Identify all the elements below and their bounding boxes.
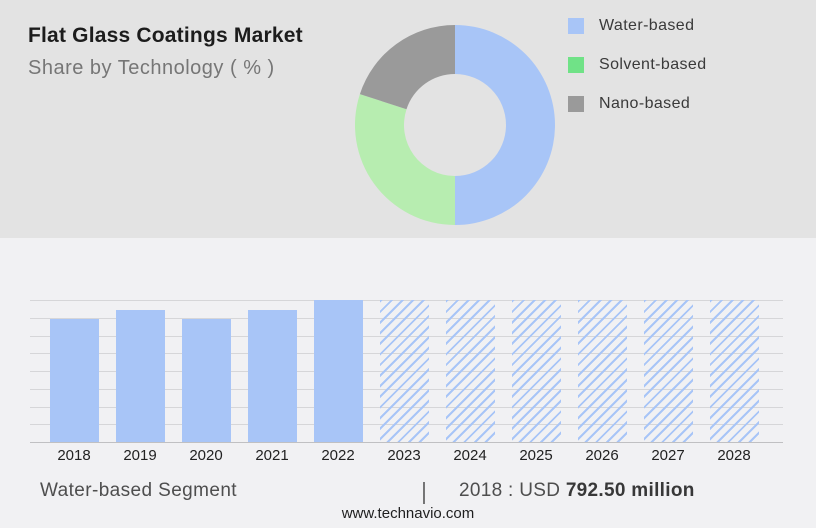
forecast-bar-2027 [643, 300, 693, 442]
bar-2022 [313, 300, 363, 442]
website-url: www.technavio.com [341, 505, 475, 522]
forecast-bar-2023 [379, 300, 429, 442]
segment-label: Water-based Segment [40, 480, 237, 501]
forecast-bar-2026 [577, 300, 627, 442]
bar-chart: 2018 2019 2020 2021 2022 2023 2024 2025 2026 2027… [30, 300, 783, 464]
bar-2019 [115, 309, 165, 442]
x-tick-2025: 2025 [519, 447, 553, 464]
x-tick-2018: 2018 [57, 447, 91, 464]
donut-chart [355, 25, 555, 225]
segment-value: 2018 : USD 792.50 million [459, 480, 695, 502]
x-tick-2020: 2020 [189, 447, 223, 464]
x-tick-2021: 2021 [255, 447, 289, 464]
legend-label: Water-based [599, 17, 695, 34]
x-tick-2028: 2028 [717, 447, 751, 464]
bar-2021 [247, 309, 297, 442]
segment-value-prefix: 2018 : USD [459, 480, 566, 501]
caption-row: Water-based Segment | 2018 : USD 792.50 … [0, 478, 816, 508]
x-axis-line [30, 442, 783, 443]
legend-item-solvent-based: Solvent-based [568, 56, 707, 73]
donut-slice-solvent-based [355, 94, 455, 225]
forecast-bar-2024 [445, 300, 495, 442]
legend: Water-based Solvent-based Nano-based [568, 17, 707, 135]
x-tick-2019: 2019 [123, 447, 157, 464]
x-tick-2023: 2023 [387, 447, 421, 464]
legend-label: Nano-based [599, 95, 691, 112]
header-section: Flat Glass Coatings Market Share by Tech… [0, 0, 816, 238]
forecast-bar-2028 [709, 300, 759, 442]
legend-item-nano-based: Nano-based [568, 95, 707, 112]
x-tick-2022: 2022 [321, 447, 355, 464]
x-tick-2027: 2027 [651, 447, 685, 464]
donut-slice-water-based [455, 25, 555, 225]
legend-swatch-solvent-based-icon [568, 57, 584, 73]
forecast-bar-2025 [511, 300, 561, 442]
bar-2018 [49, 318, 99, 442]
caption-separator: | [421, 478, 427, 504]
title-block: Flat Glass Coatings Market Share by Tech… [28, 24, 303, 80]
legend-item-water-based: Water-based [568, 17, 707, 34]
legend-swatch-water-based-icon [568, 18, 584, 34]
bar-2020 [181, 318, 231, 442]
page-title: Flat Glass Coatings Market [28, 24, 303, 47]
legend-swatch-nano-based-icon [568, 96, 584, 112]
segment-value-amount: 792.50 million [565, 480, 695, 501]
x-tick-2024: 2024 [453, 447, 487, 464]
donut-slice-nano-based [359, 25, 455, 110]
page-subtitle: Share by Technology ( % ) [28, 57, 275, 79]
legend-label: Solvent-based [599, 56, 707, 73]
x-tick-2026: 2026 [585, 447, 619, 464]
